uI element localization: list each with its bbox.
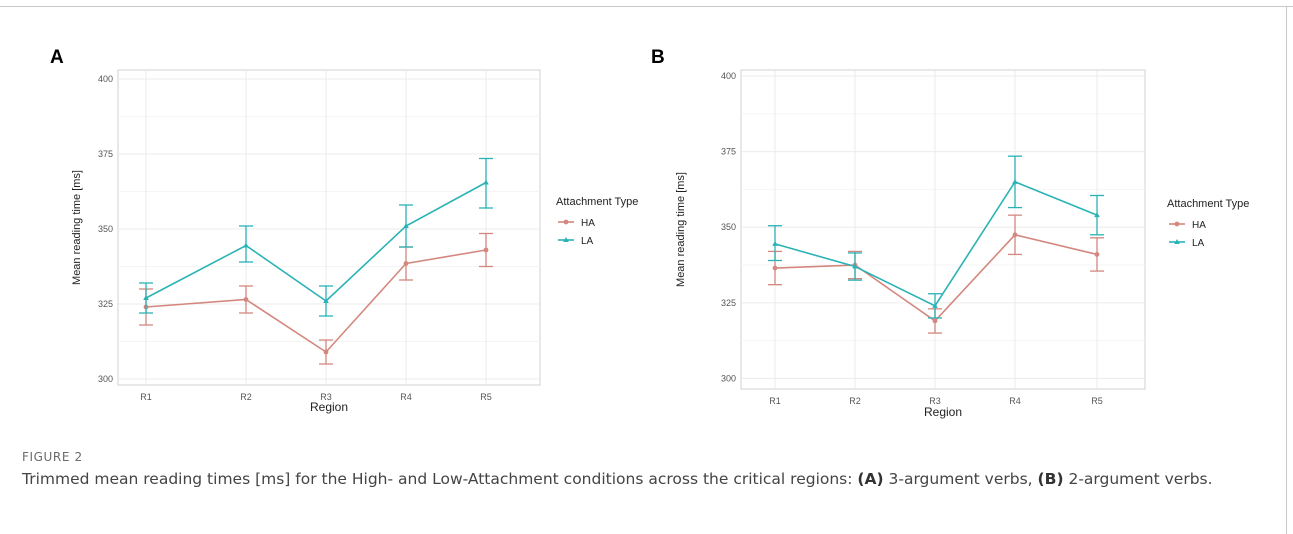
- legend-label: HA: [581, 218, 595, 229]
- series-la: [139, 157, 493, 317]
- y-axis-title: Mean reading time [ms]: [71, 170, 83, 285]
- data-point: [483, 247, 489, 253]
- charts-canvas: 300 325 350 375 400 R1 R2 R3 R4 R5 Region Mean read…: [71, 69, 1249, 419]
- caption-text: 2-argument verbs.: [1063, 470, 1213, 488]
- plot-area: [740, 69, 1146, 390]
- series-la: [768, 155, 1104, 319]
- x-tick-label: R5: [1091, 396, 1103, 406]
- data-point: [243, 242, 249, 248]
- caption-panel-ref: (A): [857, 470, 884, 488]
- y-tick-label: 350: [721, 222, 736, 232]
- caption-text: Trimmed mean reading times [ms] for the …: [22, 470, 858, 488]
- x-tick-label: R2: [240, 392, 252, 402]
- legend: Attachment Type HA LA: [1167, 198, 1249, 249]
- legend-label: LA: [1192, 238, 1205, 249]
- data-point: [852, 263, 858, 269]
- data-point: [323, 298, 329, 303]
- plot-area: [117, 69, 541, 386]
- legend-title: Attachment Type: [1167, 198, 1249, 210]
- data-point: [1094, 252, 1100, 257]
- caption-panel-ref: (B): [1037, 470, 1064, 488]
- legend-label: LA: [581, 236, 594, 247]
- frame-right-border: [1286, 6, 1287, 534]
- legend: Attachment Type HA LA: [556, 196, 638, 247]
- x-tick-label: R2: [849, 396, 861, 406]
- y-tick-label: 325: [721, 298, 736, 308]
- legend-label: HA: [1192, 220, 1206, 231]
- x-tick-label: R3: [320, 392, 332, 402]
- frame-top-border: [0, 6, 1293, 7]
- panel-label-b: B: [651, 47, 665, 68]
- x-tick-label: R1: [769, 396, 781, 406]
- legend-key-marker: [563, 219, 569, 225]
- data-point: [143, 295, 149, 300]
- data-point: [772, 240, 778, 246]
- chart-panel-b: 300 325 350 375 400 R1 R2 R3 R4 R5 Region Mean read…: [675, 69, 1249, 419]
- x-tick-label: R4: [1009, 396, 1021, 406]
- caption-text: 3-argument verbs,: [883, 470, 1038, 488]
- data-point: [243, 297, 249, 302]
- x-axis-title: Region: [924, 405, 962, 419]
- x-axis-title: Region: [310, 400, 348, 414]
- x-tick-label: R4: [400, 392, 412, 402]
- data-point: [932, 318, 938, 324]
- y-tick-label: 350: [98, 224, 113, 234]
- data-point: [483, 179, 489, 185]
- legend-key-marker: [563, 237, 569, 242]
- data-point: [772, 265, 778, 271]
- data-point: [1094, 212, 1100, 218]
- y-tick-label: 375: [721, 147, 736, 157]
- data-point: [323, 349, 329, 355]
- x-tick-label: R3: [929, 396, 941, 406]
- data-point: [403, 261, 409, 266]
- y-tick-label: 300: [721, 373, 736, 383]
- chart-panel-a: 300 325 350 375 400 R1 R2 R3 R4 R5 Region Mean read…: [71, 69, 638, 414]
- figure-caption: Trimmed mean reading times [ms] for the …: [22, 469, 1267, 489]
- y-tick-label: 375: [98, 149, 113, 159]
- x-tick-label: R5: [480, 392, 492, 402]
- data-point: [1012, 178, 1018, 184]
- y-tick-label: 325: [98, 299, 113, 309]
- y-tick-label: 300: [98, 374, 113, 384]
- data-point: [1012, 232, 1018, 238]
- x-tick-label: R1: [140, 392, 152, 402]
- panel-label-a: A: [50, 47, 64, 68]
- figure-label: FIGURE 2: [22, 450, 83, 464]
- data-point: [403, 223, 409, 228]
- legend-key-marker: [1174, 221, 1180, 227]
- legend-title: Attachment Type: [556, 196, 638, 208]
- y-tick-label: 400: [98, 74, 113, 84]
- y-tick-label: 400: [721, 71, 736, 81]
- legend-key-marker: [1174, 239, 1180, 244]
- data-point: [932, 302, 938, 308]
- y-axis-title: Mean reading time [ms]: [675, 172, 687, 287]
